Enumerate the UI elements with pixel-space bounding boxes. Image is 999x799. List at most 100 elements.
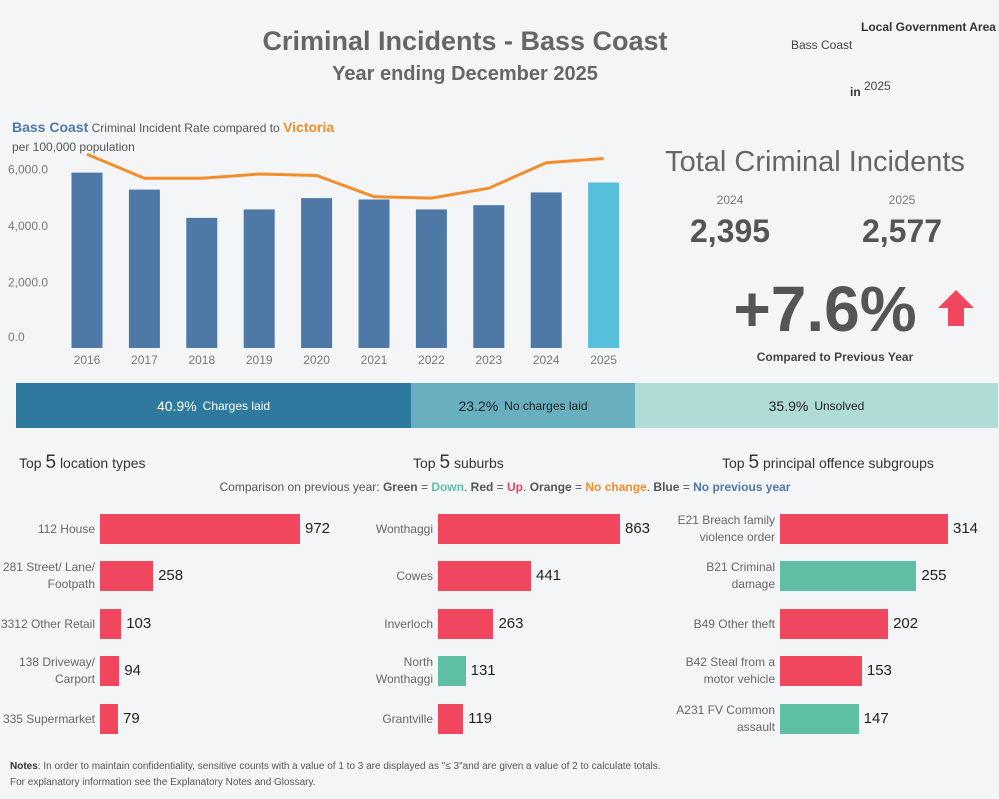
rate-bar-2016[interactable] [71,172,103,348]
location-bar[interactable] [100,514,300,544]
heading-num: 5 [439,452,451,473]
location-bar[interactable] [100,609,122,639]
offence-value: 202 [893,615,919,632]
location-label: 138 Driveway/ Carport [0,651,95,691]
prev-year-label: 2024 [716,193,744,207]
rate-chart-heading: Bass Coast Criminal Incident Rate compar… [12,119,334,135]
offence-bar[interactable] [780,514,948,544]
x-tick-label: 2020 [303,353,330,367]
outcome-charges-laid[interactable]: 40.9% Charges laid [16,383,411,428]
location-label-text: 112 House [37,521,95,536]
y-tick-label: 6,000.0 [8,162,48,176]
outcome-no-charges[interactable]: 23.2% No charges laid [411,383,635,428]
suburb-bar[interactable] [438,704,464,734]
suburb-bar[interactable] [438,514,620,544]
legend-red-word: Red [470,480,494,494]
suburb-value: 263 [498,615,524,632]
location-label-text: 335 Supermarket [2,711,95,726]
rate-bar-2024[interactable] [530,192,562,348]
location-label: 335 Supermarket [0,699,95,739]
offence-label: B42 Steal from a motor vehicle [615,651,775,691]
outcome-pct: 35.9% [768,397,809,414]
x-tick-label: 2021 [361,353,388,367]
rate-chart-unit: per 100,000 population [12,140,135,154]
location-label: 112 House [0,509,95,549]
offence-label-text: B21 Criminal damage [706,560,775,591]
outcome-label: Unsolved [814,398,865,413]
rate-bar-2017[interactable] [128,189,160,348]
offence-value: 153 [866,662,892,679]
suburb-label: Wonthaggi [273,509,433,549]
location-bar[interactable] [100,656,120,686]
notes-line-1: : In order to maintain confidentiality, … [37,761,661,772]
offence-label: A231 FV Common assault [615,699,775,739]
outcome-pct: 23.2% [458,397,499,414]
outcome-pct: 40.9% [156,397,197,414]
offence-bar[interactable] [780,609,889,639]
top-locations-heading: Top 5 location types [19,452,146,474]
lga-filter-label: Local Government Area [861,20,996,34]
outcome-label: No charges laid [504,398,588,413]
suburb-label-text: Cowes [396,568,433,583]
heading-num: 5 [748,452,760,473]
total-incidents-title: Total Criminal Incidents [665,146,965,178]
location-label: 281 Street/ Lane/ Footpath [0,556,95,596]
rate-bar-2022[interactable] [415,209,447,348]
offence-value: 147 [863,710,889,727]
rate-bar-2018[interactable] [186,217,218,348]
location-value: 94 [124,662,142,679]
offence-label: B49 Other theft [615,604,775,644]
suburb-label: Grantville [273,699,433,739]
offence-bar[interactable] [780,704,859,734]
legend-prefix: Comparison on previous year: [219,480,380,494]
location-bar[interactable] [100,704,118,734]
suburb-value: 119 [468,710,493,727]
rate-bar-2025[interactable] [588,182,620,348]
suburb-label: Inverloch [273,604,433,644]
offence-bar[interactable] [780,561,917,591]
year-filter-value[interactable]: 2025 [864,79,891,93]
compared-label: Compared to Previous Year [756,350,914,364]
rate-bar-2020[interactable] [301,198,333,348]
heading-top: Top [413,455,436,471]
page-subtitle: Year ending December 2025 [332,63,598,85]
legend-no-previous: No previous year [693,480,791,494]
color-legend: Comparison on previous year: Green = Dow… [219,480,791,494]
legend-blue-word: Blue [653,480,680,494]
percent-change: +7.6% [733,273,917,345]
legend-no-change: No change [585,480,647,494]
heading-num: 5 [45,452,57,473]
x-tick-label: 2019 [246,353,273,367]
offence-value: 255 [921,567,947,584]
outcome-label: Charges laid [202,398,271,413]
suburb-value: 863 [625,520,651,537]
curr-year-label: 2025 [888,193,916,207]
legend-down: Down [431,480,464,494]
rate-bar-2023[interactable] [473,205,505,348]
suburb-bar[interactable] [438,609,494,639]
heading-text: suburbs [453,455,504,471]
x-tick-label: 2018 [188,353,215,367]
location-label-text: 3312 Other Retail [0,616,95,631]
offence-bar[interactable] [780,656,862,686]
y-tick-label: 4,000.0 [8,219,48,233]
suburb-bar[interactable] [438,656,466,686]
outcome-unsolved[interactable]: 35.9% Unsolved [635,383,998,428]
rate-bar-2021[interactable] [358,199,390,349]
x-tick-label: 2016 [74,353,101,367]
location-value: 972 [305,520,331,537]
location-label-text: 138 Driveway/ Carport [18,655,95,686]
victoria-rate-line[interactable] [86,152,604,200]
offence-label: B21 Criminal damage [615,556,775,596]
heading-victoria: Victoria [283,119,335,135]
year-filter-prefix: in [850,85,861,99]
rate-bar-2019[interactable] [243,209,275,348]
notes-line-2: For explanatory information see the Expl… [10,777,316,788]
suburb-bar[interactable] [438,561,531,591]
heading-rate-text: Criminal Incident Rate [91,121,210,135]
x-tick-label: 2023 [475,353,502,367]
lga-filter-value[interactable]: Bass Coast [791,38,853,52]
up-arrow-icon [938,290,974,326]
suburb-label: North Wonthaggi [273,651,433,691]
location-bar[interactable] [100,561,154,591]
